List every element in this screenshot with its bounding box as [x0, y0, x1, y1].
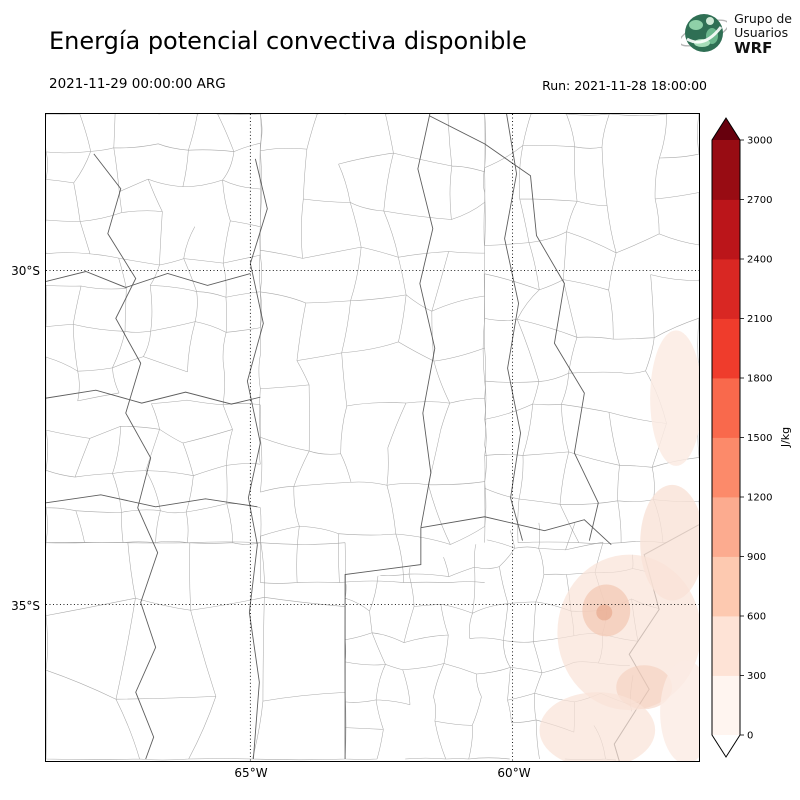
colorbar-segment — [712, 259, 740, 319]
colorbar-tick-label: 1800 — [747, 374, 772, 385]
colorbar-tick-label: 2400 — [747, 255, 772, 266]
colorbar-tick-label: 0 — [747, 731, 753, 742]
colorbar-tick-label: 1200 — [747, 493, 772, 504]
valid-time-label: 2021-11-29 00:00:00 ARG — [49, 76, 226, 92]
colorbar-canvas: 0 300 600 900 1200 1500 1800 2100 2400 2700 3000 J… — [711, 117, 792, 758]
department-mesh — [44, 112, 263, 545]
colorbar-tick-label: 1500 — [747, 433, 772, 444]
colorbar: 0 300 600 900 1200 1500 1800 2100 2400 2700 3000 J… — [705, 111, 800, 775]
colorbar-tick-label: 600 — [747, 612, 766, 623]
colorbar-segment — [712, 497, 740, 557]
colorbar-segment — [712, 199, 740, 260]
map-panel — [44, 112, 712, 768]
logo-text: Grupo de Usuarios WRF — [734, 10, 792, 57]
page-title: Energía potencial convectiva disponible — [49, 27, 527, 55]
colorbar-tick-label: 300 — [747, 671, 766, 682]
wrf-users-logo: Grupo de Usuarios WRF — [681, 10, 792, 56]
colorbar-segment — [712, 437, 740, 498]
map-canvas — [44, 112, 712, 768]
logo-line-1: Grupo de — [734, 10, 792, 26]
colorbar-segment — [712, 378, 740, 438]
logo-wrf: WRF — [734, 38, 773, 57]
colorbar-tick-label: 2700 — [747, 195, 772, 206]
colorbar-unit-label: J/kg — [779, 427, 792, 448]
colorbar-segment — [712, 140, 740, 200]
colorbar-segments — [711, 117, 741, 758]
colorbar-segment — [712, 616, 740, 676]
province-boundaries — [45, 113, 612, 760]
colorbar-segment — [712, 675, 740, 736]
cape-shading — [539, 330, 712, 768]
lat-tick-35s: 35°S — [11, 599, 40, 613]
lat-tick-30s: 30°S — [11, 264, 40, 278]
lon-tick-65w: 65°W — [234, 766, 268, 780]
colorbar-segment — [712, 556, 740, 617]
colorbar-segment — [712, 318, 740, 379]
colorbar-tick-label: 3000 — [747, 136, 772, 147]
department-boundaries — [44, 112, 701, 761]
colorbar-extend-arrow — [712, 118, 740, 140]
colorbar-extend-arrow — [712, 735, 740, 757]
graticule — [46, 114, 699, 761]
globe-icon — [681, 14, 728, 52]
logo-line-2: Usuarios — [734, 24, 789, 40]
run-time-label: Run: 2021-11-28 18:00:00 — [542, 78, 707, 93]
colorbar-tick-label: 900 — [747, 552, 766, 563]
colorbar-ticks: 0 300 600 900 1200 1500 1800 2100 2400 2700 3000 — [740, 136, 772, 742]
colorbar-tick-label: 2100 — [747, 314, 772, 325]
department-mesh — [44, 541, 347, 761]
department-mesh — [258, 112, 487, 584]
lon-tick-60w: 60°W — [497, 766, 531, 780]
